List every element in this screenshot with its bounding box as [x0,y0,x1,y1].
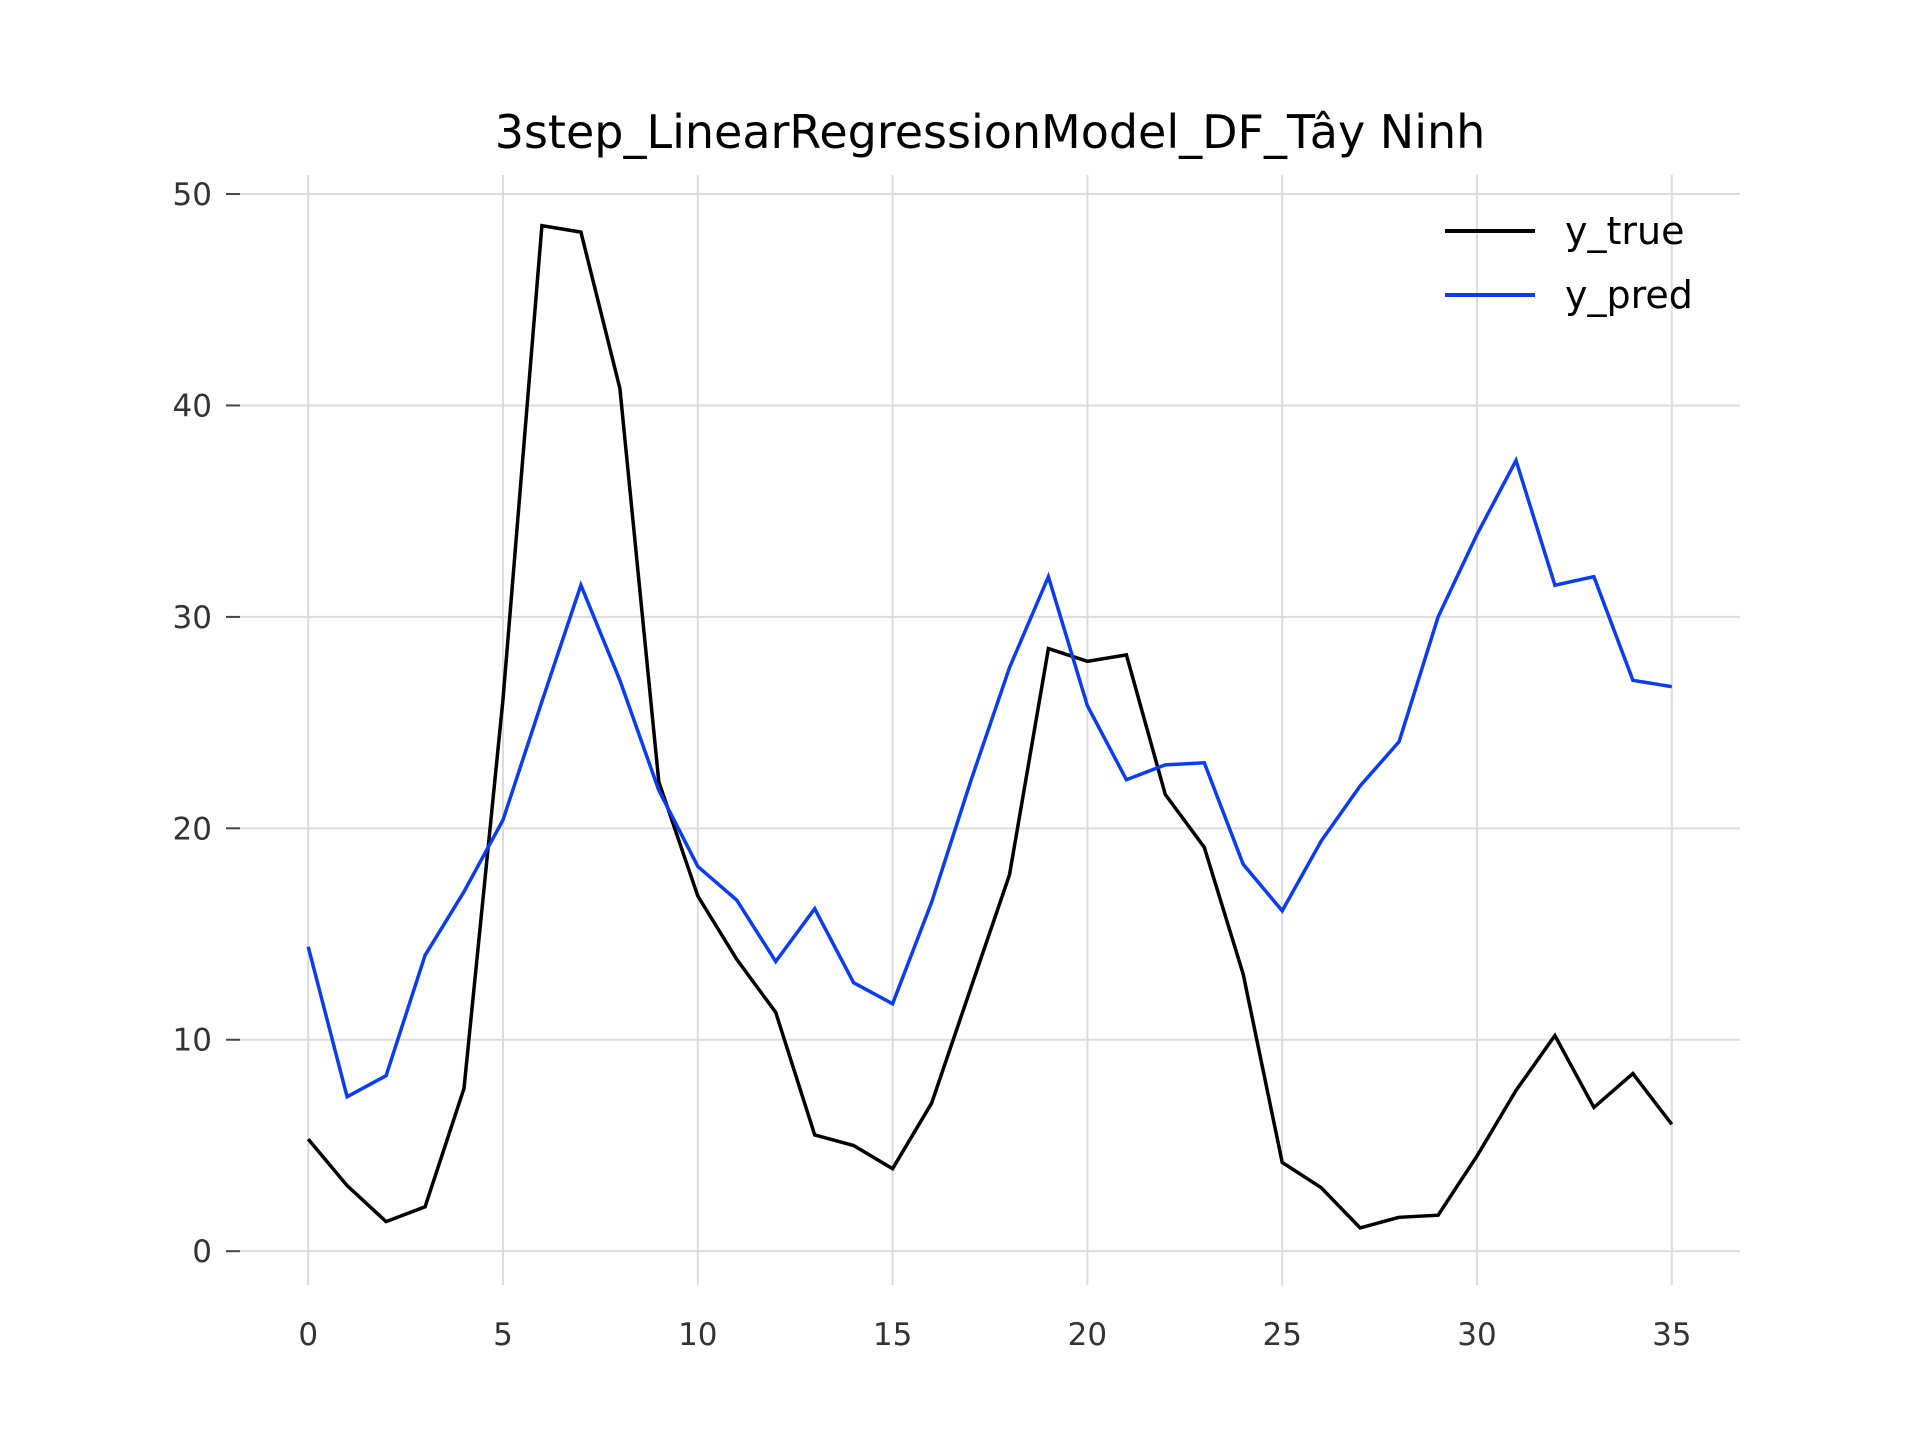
x-tick-label: 20 [1068,1317,1107,1353]
x-tick-label: 15 [873,1317,912,1353]
x-tick-label: 5 [493,1317,513,1353]
y-tick-label: 10 [173,1023,212,1059]
x-tick-label: 35 [1652,1317,1691,1353]
y-tick-label: 0 [192,1234,212,1270]
x-tick-label: 30 [1457,1317,1496,1353]
y-tick-label: 40 [173,388,212,424]
legend: y_true y_pred [1445,209,1693,317]
x-tick-label: 0 [298,1317,318,1353]
y-tick-label: 30 [173,600,212,636]
x-tick-label: 25 [1262,1317,1301,1353]
legend-label-y-true: y_true [1565,209,1684,253]
chart-title: 3step_LinearRegressionModel_DF_Tây Ninh [495,105,1486,159]
axis-ticks: 0 5 10 15 20 25 30 35 0 10 20 30 40 50 [173,177,1692,1353]
series-line-y-true [306,223,1674,1230]
legend-label-y-pred: y_pred [1565,273,1693,317]
series-lines [306,223,1674,1230]
series-line-y-pred [306,455,1673,1100]
x-tick-label: 10 [678,1317,717,1353]
y-tick-label: 20 [173,811,212,847]
y-tick-label: 50 [173,177,212,213]
